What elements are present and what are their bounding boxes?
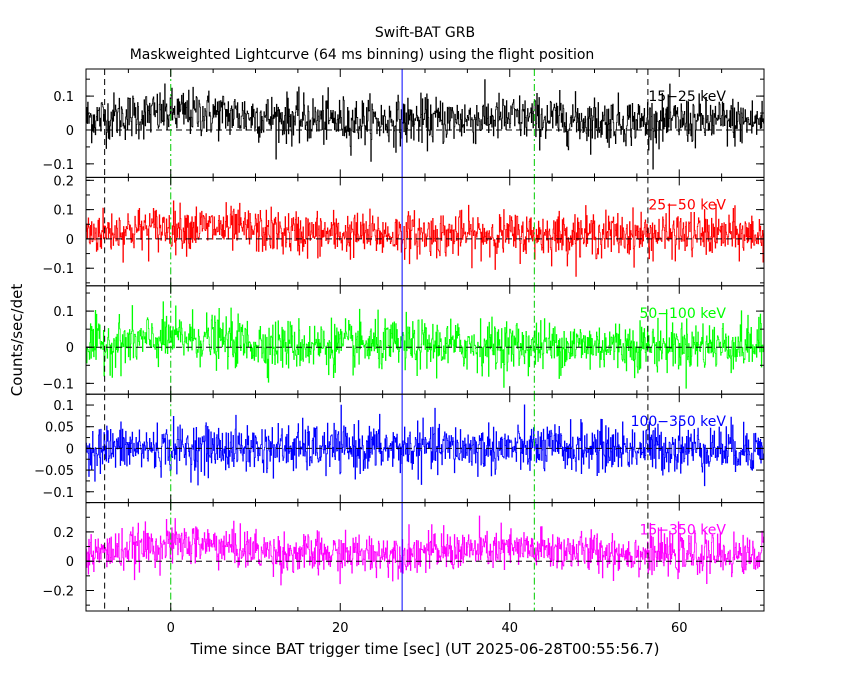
lightcurve-trace-3: [86, 404, 764, 487]
band-label-2: 50−100 keV: [639, 306, 726, 322]
y-tick-label: 0: [66, 124, 74, 139]
y-tick-label: −0.2: [42, 584, 74, 599]
lightcurve-trace-4: [86, 515, 764, 586]
y-tick-label: −0.1: [42, 377, 74, 392]
y-axis-label: Counts/sec/det: [8, 284, 26, 397]
y-tick-label: 0.1: [53, 305, 74, 320]
band-label-1: 25−50 keV: [648, 197, 726, 213]
y-tick-label: −0.05: [34, 464, 74, 479]
chart-title: Swift-BAT GRB: [375, 25, 475, 41]
chart-subtitle: Maskweighted Lightcurve (64 ms binning) …: [130, 47, 595, 63]
lightcurve-trace-0: [86, 79, 764, 170]
y-tick-label: 0.1: [53, 90, 74, 105]
band-label-0: 15−25 keV: [648, 89, 726, 105]
y-tick-label: −0.1: [42, 262, 74, 277]
x-tick-label: 20: [332, 621, 349, 636]
band-label-4: 15−350 keV: [639, 523, 726, 539]
x-tick-label: 60: [671, 621, 688, 636]
panels-group: −0.1 0 0.1 15−25 keV −0.1 0 0.1 0.2 25−50 keV −0.…: [34, 68, 765, 636]
lightcurve-trace-1: [86, 200, 764, 277]
y-tick-label: 0.1: [53, 399, 74, 414]
x-axis-label: Time since BAT trigger time [sec] (UT 20…: [190, 640, 660, 658]
y-tick-label: 0: [66, 233, 74, 248]
y-tick-label: 0: [66, 555, 74, 570]
y-tick-label: 0: [66, 442, 74, 457]
y-tick-label: 0.1: [53, 204, 74, 219]
y-tick-label: 0.2: [53, 174, 74, 189]
lightcurve-trace-2: [86, 301, 764, 389]
x-tick-label: 0: [167, 621, 175, 636]
y-tick-label: 0: [66, 341, 74, 356]
y-tick-label: −0.1: [42, 486, 74, 501]
y-tick-label: 0.2: [53, 526, 74, 541]
band-label-3: 100−350 keV: [631, 414, 727, 430]
y-tick-label: −0.1: [42, 158, 74, 173]
y-tick-label: 0.05: [45, 421, 74, 436]
x-tick-label: 40: [501, 621, 518, 636]
